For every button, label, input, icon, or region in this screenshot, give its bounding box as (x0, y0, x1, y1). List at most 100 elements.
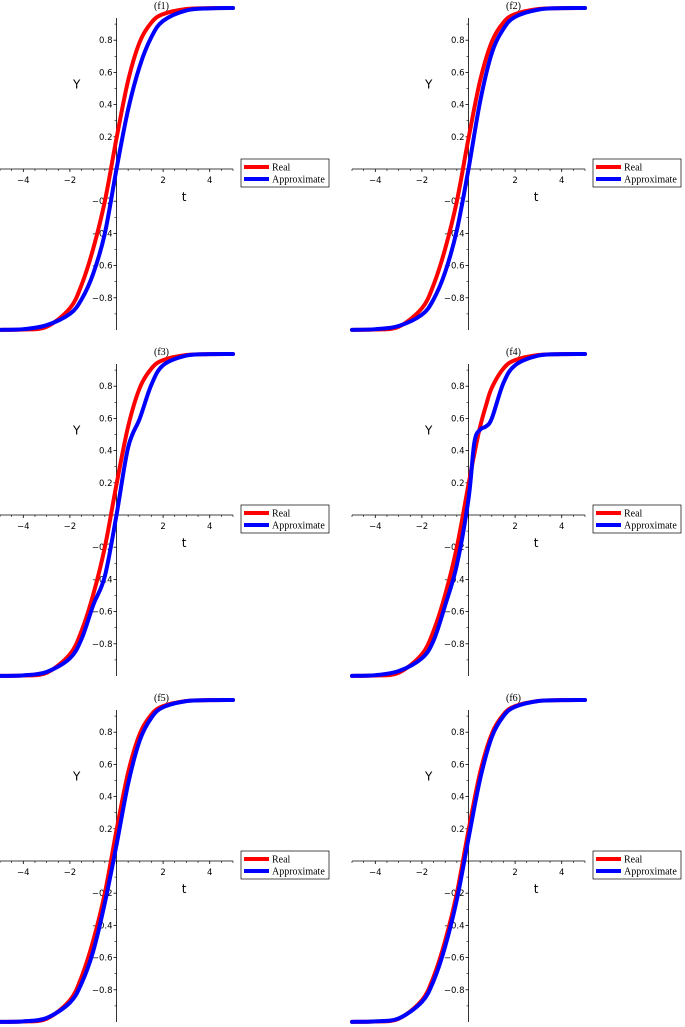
y-axis-label: Y (424, 770, 433, 784)
legend-label: Approximate (272, 867, 325, 878)
chart-panel-6: (f6) −4 −2 2 4 0.8 0.6 0.4 0.2 −0.2 −0.4 −0.6 −0.8 t Y… (350, 693, 682, 1024)
y-tick-label: 0.4 (451, 793, 465, 803)
y-tick-label: −0.8 (444, 294, 465, 304)
y-tick-label: 0.4 (451, 101, 465, 111)
x-tick-label: 2 (160, 176, 165, 186)
y-tick-label: −0.6 (92, 954, 113, 964)
x-tick-label: 2 (160, 868, 165, 878)
legend-box (240, 850, 330, 880)
y-tick-label: −0.4 (92, 229, 113, 239)
series-line-approximate (350, 5, 587, 332)
y-tick-label: 0.4 (99, 447, 113, 457)
x-tick-label: 2 (512, 868, 517, 878)
y-tick-label: 0.2 (99, 133, 113, 143)
y-tick-label: 0.6 (451, 68, 465, 78)
x-tick-label: 2 (512, 176, 517, 186)
series-line-approximate (0, 351, 235, 678)
series-line-approximate (0, 6, 235, 332)
chart-panel-4: (f4)−4 −2 2 40.80.60.40.2−0.2−0.4−0.6−0.8tY… (350, 347, 682, 678)
y-tick-label: 0.4 (99, 101, 113, 111)
y-tick-label: −0.8 (444, 640, 465, 650)
y-tick-label: 0.2 (99, 479, 113, 489)
legend-label: Real (272, 509, 291, 520)
y-axis-label: Y (424, 78, 433, 92)
chart-panel-5: (f5) −4 −2 2 4 0.8 0.6 0.4 0.2 −0.2 −0.4 −0.6 −0.8 t Y… (0, 693, 330, 1024)
y-tick-label: −0.2 (444, 889, 465, 899)
x-tick-label: 4 (207, 522, 212, 532)
chart-title: (f6) (506, 693, 521, 704)
legend-label: Approximate (624, 175, 677, 186)
y-tick-label: −0.4 (92, 921, 113, 931)
x-tick-label: 2 (512, 522, 517, 532)
y-tick-label: 0.4 (451, 447, 465, 457)
legend-box (592, 158, 682, 188)
legend-label: Real (624, 855, 643, 866)
legend-label: Approximate (624, 867, 677, 878)
series-line-approximate (350, 698, 587, 1024)
legend-label: Real (624, 509, 643, 520)
x-tick-label: 4 (559, 522, 564, 532)
y-tick-label: 0.8 (451, 382, 465, 392)
y-tick-label: −0.8 (92, 986, 113, 996)
y-tick-label: −0.4 (444, 921, 465, 931)
legend-label: Approximate (624, 521, 677, 532)
x-axis-label: t (534, 882, 539, 896)
y-tick-label: −0.6 (92, 262, 113, 272)
legend-label: Approximate (272, 175, 325, 186)
y-tick-label: 0.8 (99, 36, 113, 46)
legend-box (240, 504, 330, 534)
y-tick-label: 0.6 (451, 760, 465, 770)
y-tick-label: 0.4 (99, 793, 113, 803)
legend-label: Approximate (272, 521, 325, 532)
y-tick-label: 0.8 (451, 36, 465, 46)
chart-title: (f5) (154, 693, 169, 704)
y-tick-label: −0.2 (444, 197, 465, 207)
y-tick-label: 0.2 (451, 825, 465, 835)
x-tick-label: −2 (64, 522, 77, 532)
legend-label: Real (624, 163, 643, 174)
y-axis-label: Y (72, 770, 81, 784)
y-tick-label: 0.2 (451, 133, 465, 143)
series-line-approximate (350, 351, 587, 678)
chart-panel-1: (f1) −4 −2 2 4 0.8 0.6 0.4 0.2 −0.2 −0.4 −0.6 −0.8 t Y… (0, 1, 330, 332)
y-tick-label: −0.2 (444, 543, 465, 553)
y-tick-label: 0.2 (451, 479, 465, 489)
y-tick-label: 0.6 (99, 760, 113, 770)
x-tick-label: −4 (17, 176, 30, 186)
x-tick-label: −2 (416, 176, 429, 186)
y-tick-label: −0.2 (92, 197, 113, 207)
x-tick-label: −4 (369, 522, 382, 532)
x-axis-label: t (182, 190, 187, 204)
legend-box (592, 850, 682, 880)
x-tick-label: −4 (17, 868, 30, 878)
y-axis-label: Y (424, 424, 433, 438)
x-tick-label: −2 (64, 868, 77, 878)
y-tick-label: 0.6 (99, 68, 113, 78)
x-tick-label: 4 (207, 868, 212, 878)
x-axis-label: t (182, 882, 187, 896)
y-tick-label: −0.6 (92, 608, 113, 618)
x-tick-label: −2 (416, 522, 429, 532)
legend-box (592, 504, 682, 534)
legend-label: Real (272, 855, 291, 866)
y-tick-label: 0.6 (451, 414, 465, 424)
x-tick-label: 4 (559, 868, 564, 878)
y-tick-label: −0.8 (92, 294, 113, 304)
chart-title: (f3) (154, 347, 169, 358)
y-tick-label: 0.2 (99, 825, 113, 835)
y-axis-label: Y (72, 78, 81, 92)
x-tick-label: −2 (64, 176, 77, 186)
x-tick-label: 2 (160, 522, 165, 532)
chart-title: (f4) (506, 347, 521, 358)
x-tick-label: −4 (369, 176, 382, 186)
x-axis-label: t (182, 536, 187, 550)
y-tick-label: −0.8 (92, 640, 113, 650)
x-tick-label: −4 (369, 868, 382, 878)
y-tick-label: −0.8 (444, 986, 465, 996)
